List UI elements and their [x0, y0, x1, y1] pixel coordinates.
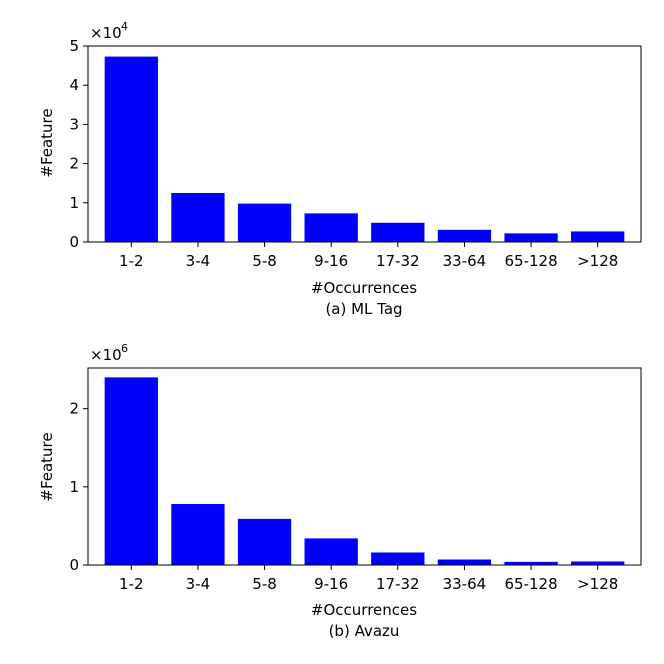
- x-axis-label: #Occurrences: [311, 279, 417, 297]
- plot-frame: [87, 367, 642, 566]
- y-tick-label: 3: [69, 115, 79, 133]
- offset-text-base: ×10: [90, 24, 122, 42]
- y-tick-label: 2: [69, 400, 79, 418]
- x-tick-label: >128: [577, 575, 618, 593]
- x-tick-label: 65-128: [504, 252, 557, 270]
- bar: [237, 203, 292, 242]
- x-tick-label: 1-2: [119, 252, 144, 270]
- y-tick-label: 2: [69, 155, 79, 173]
- y-tick-label: 5: [69, 37, 79, 55]
- x-tick-label: 9-16: [314, 252, 348, 270]
- bar: [437, 559, 492, 565]
- x-tick-label: 3-4: [186, 252, 211, 270]
- x-tick-label: >128: [577, 252, 618, 270]
- y-axis-label: #Feature: [38, 108, 56, 177]
- x-tick-label: 5-8: [252, 575, 277, 593]
- chart-panel-avazu: ×10 6 #Feature #Occurrences (b) Avazu 1-…: [38, 342, 642, 640]
- bar: [504, 561, 558, 565]
- x-tick-label: 33-64: [443, 252, 487, 270]
- x-axis-label: #Occurrences: [311, 601, 417, 619]
- bar: [104, 377, 158, 565]
- y-tick-label: 1: [69, 194, 79, 212]
- y-tick-label: 0: [69, 556, 79, 574]
- x-tick-label: 9-16: [314, 575, 348, 593]
- bar: [171, 193, 225, 242]
- chart-caption: (b) Avazu: [329, 622, 400, 640]
- bar: [237, 518, 292, 565]
- x-tick-label: 17-32: [376, 575, 420, 593]
- bar: [304, 538, 358, 565]
- x-tick-label: 65-128: [504, 575, 557, 593]
- y-tick-label: 0: [69, 233, 79, 251]
- offset-text-exponent: 6: [121, 342, 128, 355]
- offset-text-base: ×10: [90, 346, 122, 364]
- bar: [371, 552, 425, 565]
- bar: [171, 504, 225, 565]
- bar: [304, 213, 358, 242]
- y-tick-label: 1: [69, 478, 79, 496]
- chart-caption: (a) ML Tag: [325, 300, 402, 318]
- chart-panel-ml-tag: ×10 4 #Feature #Occurrences (a) ML Tag 1…: [38, 20, 642, 318]
- bar: [371, 222, 425, 242]
- bar: [504, 233, 558, 242]
- bar: [571, 561, 625, 565]
- y-tick-label: 4: [69, 76, 79, 94]
- x-tick-label: 1-2: [119, 575, 144, 593]
- plot-frame: [87, 45, 642, 243]
- y-axis-label: #Feature: [38, 432, 56, 501]
- bar: [104, 56, 158, 242]
- x-tick-label: 33-64: [443, 575, 487, 593]
- bar: [571, 231, 625, 242]
- x-tick-label: 5-8: [252, 252, 277, 270]
- x-tick-label: 3-4: [186, 575, 211, 593]
- bar: [437, 229, 492, 242]
- x-tick-label: 17-32: [376, 252, 420, 270]
- offset-text-exponent: 4: [121, 20, 128, 33]
